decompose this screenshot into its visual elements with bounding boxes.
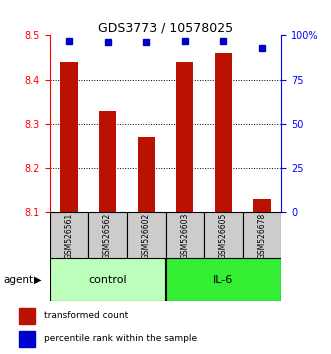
Bar (215, 53, 232, 212)
Text: GSM526562: GSM526562 (103, 212, 112, 258)
Bar (253, 199, 271, 212)
Bar (60, 62, 78, 212)
Bar (166, 258, 281, 301)
Bar (99, 110, 116, 212)
Bar (88, 212, 127, 258)
Text: transformed count: transformed count (44, 312, 128, 320)
Text: GSM526678: GSM526678 (258, 212, 266, 258)
Bar (243, 212, 281, 258)
Text: GSM526605: GSM526605 (219, 212, 228, 259)
Bar (19, 331, 34, 347)
Bar (137, 137, 155, 212)
Text: ▶: ▶ (34, 275, 42, 285)
Title: GDS3773 / 10578025: GDS3773 / 10578025 (98, 21, 233, 34)
Text: GSM526603: GSM526603 (180, 212, 189, 259)
Bar (50, 212, 88, 258)
Bar (50, 258, 166, 301)
Text: percentile rank within the sample: percentile rank within the sample (44, 335, 197, 343)
Bar (204, 212, 243, 258)
Text: GSM526602: GSM526602 (142, 212, 151, 258)
Bar (19, 308, 34, 324)
Bar (127, 212, 166, 258)
Text: agent: agent (3, 275, 33, 285)
Text: control: control (88, 275, 127, 285)
Text: IL-6: IL-6 (213, 275, 234, 285)
Bar (176, 62, 194, 212)
Text: GSM526561: GSM526561 (65, 212, 73, 258)
Bar (166, 212, 204, 258)
